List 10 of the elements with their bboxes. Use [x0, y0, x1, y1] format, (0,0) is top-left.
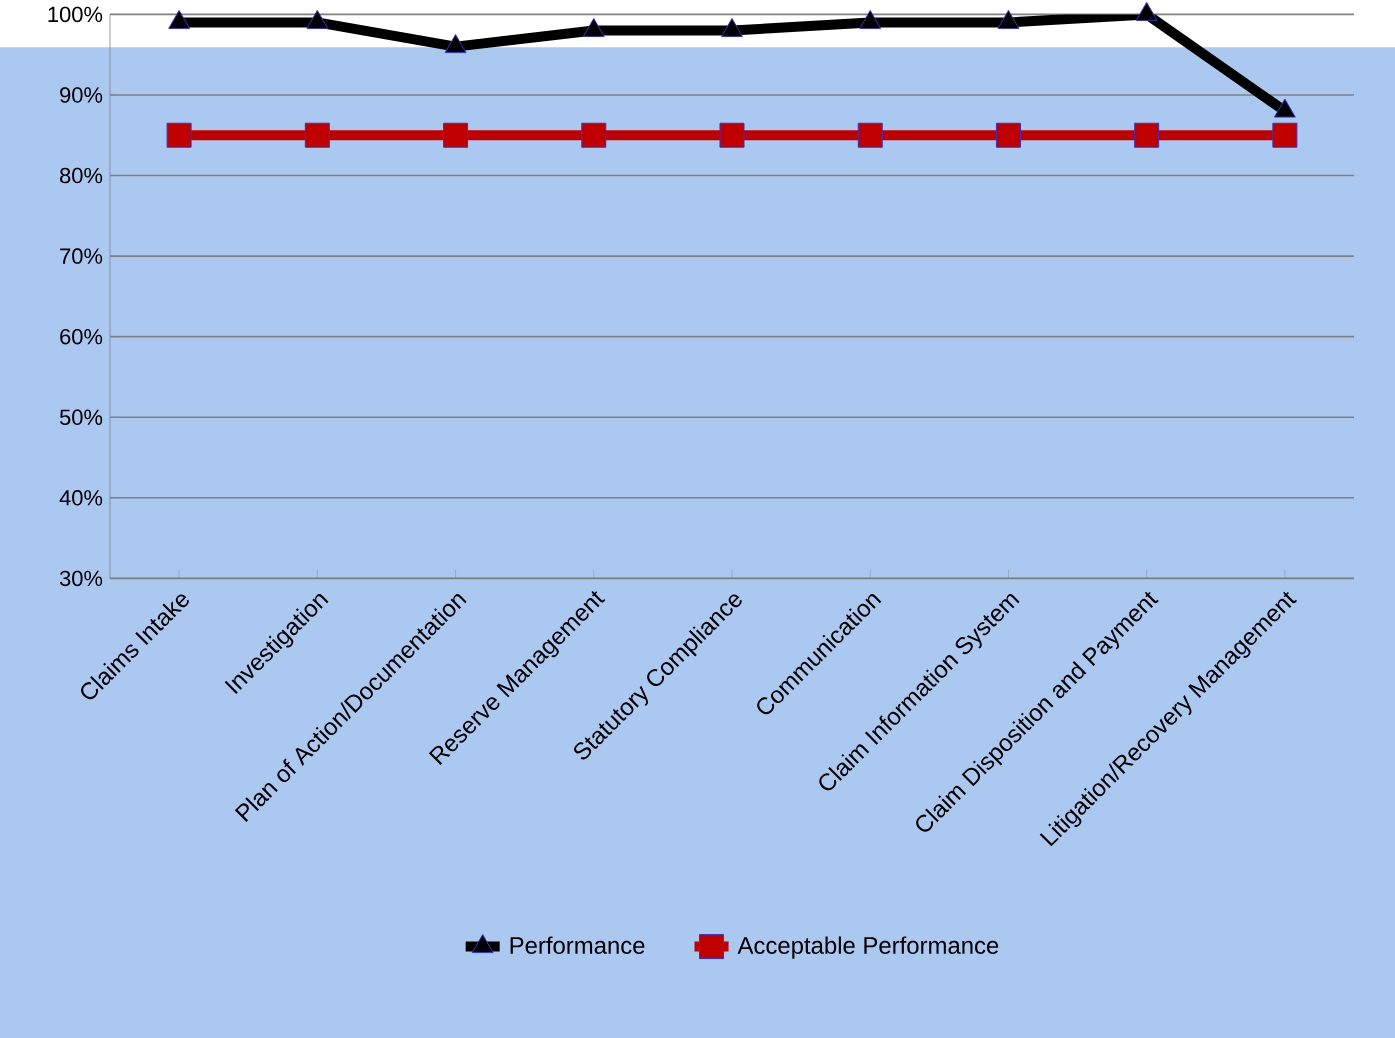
y-tick-label: 40%: [59, 489, 103, 506]
y-tick-label: 90%: [60, 87, 103, 103]
legend-label: Acceptable Performance: [737, 936, 999, 959]
y-tick-label: 80%: [60, 167, 103, 184]
y-tick-label: 50%: [59, 409, 103, 425]
y-tick-label: 70%: [60, 248, 103, 264]
y-tick-label: 30%: [59, 570, 103, 586]
y-tick-label: 100%: [48, 6, 103, 22]
legend-label: Performance: [510, 936, 645, 954]
y-tick-label: 60%: [60, 328, 103, 345]
